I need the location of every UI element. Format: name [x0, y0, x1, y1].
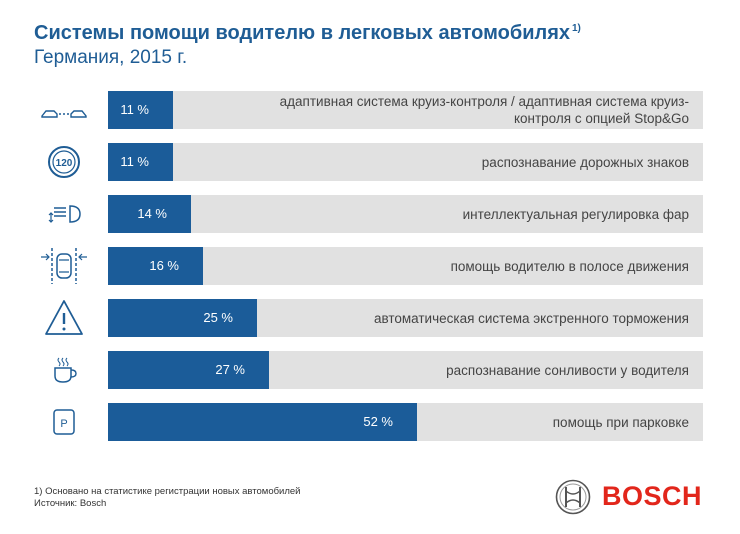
footnote-block: 1) Основано на статистике регистрации но… — [34, 486, 300, 510]
bar-category-label: автоматическая система экстренного тормо… — [373, 310, 689, 326]
bar-row: 14 % интеллектуальная регулировка фар — [0, 194, 740, 234]
bar — [108, 143, 173, 181]
bar — [108, 403, 417, 441]
bar-track: 25 % автоматическая система экстренного … — [108, 299, 703, 337]
bar-category-label: помощь водителю в полосе движения — [450, 258, 689, 274]
chart-subtitle: Германия, 2015 г. — [34, 47, 188, 68]
bar-track: 16 % помощь водителю в полосе движения — [108, 247, 703, 285]
parking-sign-text: P — [60, 418, 67, 430]
bar — [108, 299, 257, 337]
bar-category-label: распознавание сонливости у водителя — [446, 362, 689, 378]
bar-row: 120 11 % распознавание дорожных знаков — [0, 142, 740, 182]
bar-value-label: 16 % — [149, 258, 179, 273]
warning-triangle-icon — [40, 298, 88, 338]
bar-row: 11 % адаптивная система круиз-контроля /… — [0, 90, 740, 130]
title-footnote-mark: 1) — [572, 23, 581, 35]
logo-wordmark: BOSCH — [602, 481, 703, 511]
bar-value-label: 27 % — [215, 362, 245, 377]
bosch-armature-icon — [555, 479, 591, 515]
bar-row: 16 % помощь водителю в полосе движения — [0, 246, 740, 286]
bar-row: P 52 % помощь при парковке — [0, 402, 740, 442]
bar-category-label: распознавание дорожных знаков — [481, 154, 689, 170]
parking-icon: P — [40, 402, 88, 442]
bar-track: 11 % адаптивная система круиз-контроля /… — [108, 91, 703, 129]
bar-track: 14 % интеллектуальная регулировка фар — [108, 195, 703, 233]
bar-track: 11 % распознавание дорожных знаков — [108, 143, 703, 181]
footnote: 1) Основано на статистике регистрации но… — [34, 486, 301, 497]
bar-value-label: 25 % — [203, 310, 233, 325]
bar — [108, 91, 173, 129]
bar — [108, 247, 203, 285]
bar-track: 27 % распознавание сонливости у водителя — [108, 351, 703, 389]
headlight-icon — [40, 194, 88, 234]
source-note: Источник: Bosch — [34, 498, 107, 509]
speed-sign-icon: 120 — [40, 142, 88, 182]
bar-value-label: 14 % — [137, 206, 167, 221]
chart-title: Системы помощи водителю в легковых автом… — [34, 22, 581, 44]
lane-assist-icon — [40, 246, 88, 286]
bar-category-label: помощь при парковке — [552, 414, 689, 430]
speed-sign-text: 120 — [56, 158, 73, 169]
bar-category-label: адаптивная система круиз-контроля / адап… — [279, 94, 689, 126]
bar-value-label: 11 % — [120, 154, 149, 169]
bar-row: 27 % распознавание сонливости у водителя — [0, 350, 740, 390]
bar-row: 25 % автоматическая система экстренного … — [0, 298, 740, 338]
coffee-cup-icon — [40, 350, 88, 390]
bar-value-label: 52 % — [363, 414, 393, 429]
bosch-logo: BOSCH — [555, 479, 715, 515]
bar — [108, 351, 269, 389]
adaptive-cruise-icon — [40, 90, 88, 130]
bar-category-label: интеллектуальная регулировка фар — [462, 206, 689, 222]
bar-track: 52 % помощь при парковке — [108, 403, 703, 441]
bar — [108, 195, 191, 233]
bar-value-label: 11 % — [120, 102, 149, 117]
